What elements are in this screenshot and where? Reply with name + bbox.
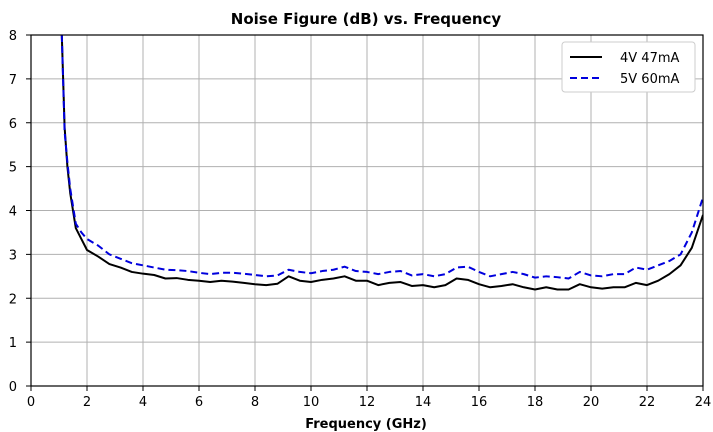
y-tick-label: 4: [9, 205, 17, 220]
x-tick-label: 0: [27, 395, 35, 410]
x-tick-label: 18: [527, 395, 544, 410]
y-tick-label: 5: [9, 161, 17, 176]
legend-box: [561, 41, 696, 93]
x-tick-label: 10: [303, 395, 320, 410]
x-tick-label: 8: [251, 395, 259, 410]
x-tick-label: 22: [639, 395, 656, 410]
x-tick-label: 6: [195, 395, 203, 410]
x-tick-label: 16: [471, 395, 488, 410]
legend-label-2: 5V 60mA: [620, 72, 680, 87]
chart-title: Noise Figure (dB) vs. Frequency: [231, 10, 502, 28]
y-tick-label: 1: [9, 336, 17, 351]
series-line-1: [60, 35, 703, 291]
x-tick-label: 14: [415, 395, 432, 410]
x-tick-label: 4: [139, 395, 147, 410]
legend-label-1: 4V 47mA: [620, 51, 680, 66]
y-tick-label: 8: [9, 29, 17, 44]
y-tick-label: 7: [9, 73, 17, 88]
y-tick-label: 0: [9, 380, 17, 395]
x-tick-label: 12: [359, 395, 376, 410]
x-tick-label: 2: [83, 395, 91, 410]
x-tick-label: 20: [583, 395, 600, 410]
legend: 4V 47mA 5V 60mA: [561, 41, 696, 93]
series-line-2: [60, 35, 703, 280]
x-axis-label: Frequency (GHz): [305, 417, 427, 432]
x-tick-label: 24: [695, 395, 712, 410]
y-tick-label: 6: [9, 117, 17, 132]
y-tick-label: 2: [9, 292, 17, 307]
y-tick-label: 3: [9, 248, 17, 263]
series-layer: [60, 35, 703, 291]
